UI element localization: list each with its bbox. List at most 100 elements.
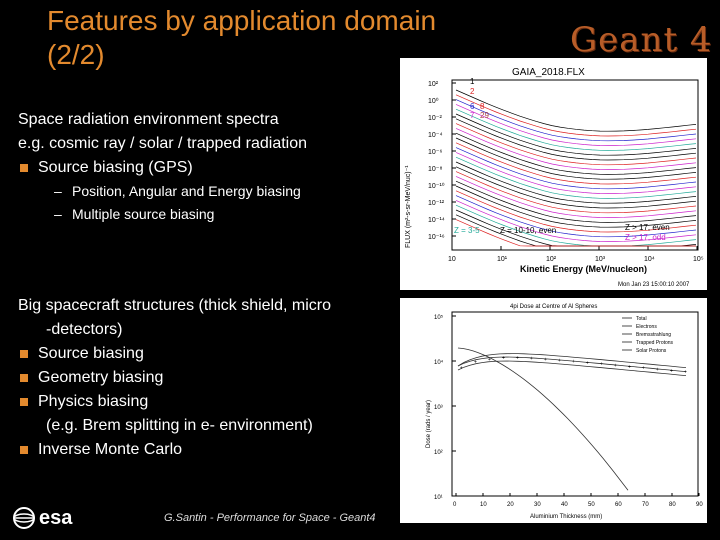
label-z-10-even: Z = 10-10, even (500, 226, 556, 235)
plot1-y-tick-label: 10⁻⁸ (428, 166, 442, 173)
plot1-spectrum-curve (455, 128, 697, 170)
plot1-spectrum-curve (455, 118, 697, 161)
bullet-label: Source biasing (GPS) (38, 159, 193, 176)
plot1-x-ticks: 10 10¹ 10² 10³ 10⁴ 10⁵ (448, 246, 704, 263)
plot1-spectrum-curve (455, 190, 697, 233)
plot2-x-tick-label: 20 (507, 502, 514, 508)
plot1-y-tick-label: 10⁻¹⁰ (428, 182, 445, 190)
plot1-y-tick-label: 10⁻¹⁴ (428, 217, 445, 224)
plot1-date: Mon Jan 23 15:00:10 2007 (618, 282, 690, 288)
plot1-spectrum-curve (455, 99, 697, 142)
plot2-marker: + (502, 356, 505, 362)
flux-spectra-svg: GAIA_2018.FLX FLUX (m²-s-sr-MeV/nuc)⁻¹ 1… (405, 67, 704, 288)
plot1-x-tick-label: 10 (448, 256, 456, 263)
plot2-y-tick-label: 10¹ (434, 495, 443, 501)
plot2-legend-label: Electrons (636, 324, 657, 330)
legend-8: 8 (480, 102, 485, 111)
line-example: e.g. cosmic ray / solar / trapped radiat… (18, 135, 308, 152)
plot1-spectrum-curve (455, 137, 697, 180)
plot2-frame (451, 311, 699, 497)
plot2-y-ticks: 10⁵ 10⁴ 10³ 10² 10¹ (434, 314, 456, 501)
plot1-x-tick-label: 10⁴ (644, 256, 655, 263)
plot1-x-tick-label: 10¹ (497, 256, 508, 263)
plot1-y-tick-label: 10⁻² (428, 115, 442, 122)
plot1-title: GAIA_2018.FLX (512, 67, 585, 78)
plot2-marker: + (600, 362, 603, 368)
line-spectra: Space radiation environment spectra (18, 111, 279, 128)
bullet-square-icon (20, 164, 28, 172)
flux-spectra-plot: GAIA_2018.FLX FLUX (m²-s-sr-MeV/nuc)⁻¹ 1… (400, 58, 707, 290)
plot2-legend-label: Solar Protons (636, 348, 667, 354)
bullet-square-icon (20, 398, 28, 406)
plot2-ylabel: Dose (rads / year) (426, 400, 432, 448)
plot2-marker: + (530, 356, 533, 362)
plot1-y-tick-label: 10⁻¹⁶ (428, 234, 445, 241)
plot2-x-tick-label: 90 (696, 502, 703, 508)
plot2-x-tick-label: 50 (588, 502, 595, 508)
geant4-logo: Geant 4 (570, 20, 713, 60)
bullet-label: Physics biasing (38, 393, 149, 410)
plot1-spectrum-curve (455, 166, 697, 209)
plot2-xlabel: Aluminium Thickness (mm) (530, 514, 602, 520)
plot1-spectrum-curve (455, 161, 697, 204)
text-block-spacecraft: Big spacecraft structures (thick shield,… (18, 294, 398, 462)
plot2-y-tick-label: 10⁴ (434, 359, 444, 366)
bullet-inverse-monte-carlo: Inverse Monte Carlo (18, 438, 398, 462)
plot1-frame (451, 79, 699, 251)
plot2-legend-label: Bremsstrahlung (636, 332, 671, 338)
legend-1: 1 (470, 77, 475, 86)
plot1-x-tick-label: 10² (546, 256, 557, 263)
plot1-spectrum-curve (455, 132, 697, 175)
label-z-17-even: Z > 17, even (625, 223, 670, 232)
plot1-legend-left: 1 2 6 7 8 29 (470, 77, 489, 120)
plot1-x-tick-label: 10⁵ (693, 256, 704, 263)
bullet-physics-biasing: Physics biasing (18, 390, 398, 414)
plot2-marker: + (460, 366, 463, 372)
plot2-y-tick-label: 10³ (434, 405, 443, 411)
plot2-marker: + (516, 356, 519, 362)
plot2-marker: + (474, 360, 477, 366)
esa-emblem-icon (13, 507, 35, 529)
plot2-x-tick-label: 0 (453, 502, 457, 508)
plot1-xlabel: Kinetic Energy (MeV/nucleon) (520, 264, 647, 274)
plot1-spectrum-curve (455, 219, 696, 247)
plot2-marker: + (684, 370, 687, 376)
plot2-marker: + (488, 357, 491, 363)
plot2-x-tick-label: 10 (480, 502, 487, 508)
plot1-spectrum-curve (455, 94, 697, 137)
line-brem-splitting: (e.g. Brem splitting in e- environment) (46, 417, 313, 434)
plot1-y-tick-label: 10² (428, 81, 439, 88)
bullet-label: Geometry biasing (38, 369, 164, 386)
bullet-source-biasing: Source biasing (18, 342, 398, 366)
legend-29: 29 (480, 111, 489, 120)
plot2-x-tick-label: 40 (561, 502, 568, 508)
bullet-square-icon (20, 446, 28, 454)
plot1-spectrum-curve (455, 171, 697, 214)
plot1-spectrum-curve (455, 156, 697, 199)
plot1-spectrum-curve (455, 176, 697, 218)
plot1-spectrum-curve (455, 185, 697, 228)
label-z-17-odd: Z > 17, odd (625, 233, 666, 242)
plot1-y-ticks: 10² 10⁰ 10⁻² 10⁻⁴ 10⁻⁶ 10⁻⁸ 10⁻¹⁰ 10⁻¹² 10⁻¹⁴ 10⁻… (428, 81, 456, 241)
plot2-x-tick-label: 60 (615, 502, 622, 508)
plot2-y-tick-label: 10⁵ (434, 314, 444, 321)
plot1-x-tick-label: 10³ (595, 256, 606, 263)
plot2-marker: + (642, 366, 645, 372)
plot1-spectrum-curve (455, 147, 697, 190)
plot2-y-tick-label: 10² (434, 450, 443, 456)
label-z-3-5: Z = 3-5 (454, 226, 480, 235)
footer-text: G.Santin - Performance for Space - Geant… (164, 512, 376, 524)
dash-icon: – (54, 183, 62, 199)
plot1-spectrum-curve (455, 142, 697, 185)
title-line-2: (2/2) (47, 39, 105, 70)
plot2-marker: + (656, 367, 659, 373)
plot2-marker: + (572, 359, 575, 365)
sub-bullet-multiple-source: – Multiple source biasing (54, 203, 398, 226)
line-detectors: -detectors) (46, 321, 123, 338)
plot1-y-tick-label: 10⁻⁴ (428, 132, 443, 139)
plot2-curves: + + + + + + + + + + + + + + + + + (457, 347, 687, 491)
text-block-space-radiation: Space radiation environment spectra e.g.… (18, 108, 398, 226)
dose-depth-plot: 4pi Dose at Centre of Al Spheres Dose (r… (400, 298, 707, 523)
plot1-spectrum-curve (455, 152, 697, 194)
plot2-curve (457, 356, 687, 372)
